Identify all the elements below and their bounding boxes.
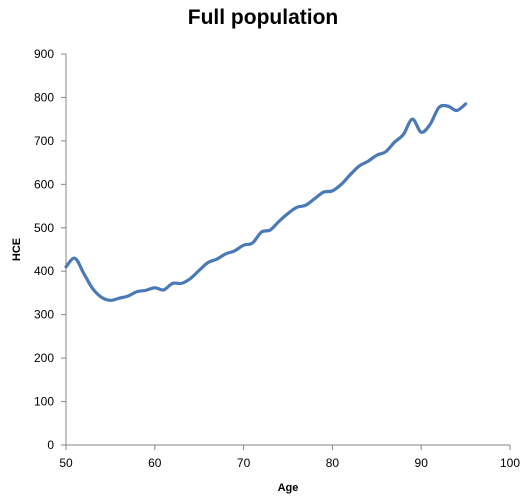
x-tick-label: 100 bbox=[500, 456, 520, 470]
y-tick-label: 900 bbox=[34, 47, 54, 61]
x-tick-label: 60 bbox=[148, 456, 162, 470]
series-line bbox=[64, 102, 468, 302]
axes bbox=[61, 53, 511, 450]
y-tick-label: 500 bbox=[34, 221, 54, 235]
x-tick-label: 70 bbox=[237, 456, 251, 470]
y-tick-label: 0 bbox=[47, 438, 54, 452]
series-layer bbox=[64, 102, 468, 302]
y-tick-label: 600 bbox=[34, 177, 54, 191]
x-axis-label: Age bbox=[278, 482, 299, 494]
x-tick-label: 80 bbox=[326, 456, 340, 470]
labels-layer: 0 100 200 300 400 500 600 700 800 900 50 60 70 80 90 10… bbox=[11, 47, 520, 494]
x-tick-label: 90 bbox=[415, 456, 429, 470]
x-tick-label: 50 bbox=[59, 456, 73, 470]
y-tick-label: 100 bbox=[34, 395, 54, 409]
y-tick-label: 700 bbox=[34, 134, 54, 148]
y-axis-label: HCE bbox=[11, 238, 23, 261]
y-tick-label: 800 bbox=[34, 90, 54, 104]
y-tick-label: 400 bbox=[34, 264, 54, 278]
y-tick-label: 300 bbox=[34, 308, 54, 322]
y-tick-label: 200 bbox=[34, 351, 54, 365]
chart-title: Full population bbox=[187, 6, 339, 29]
